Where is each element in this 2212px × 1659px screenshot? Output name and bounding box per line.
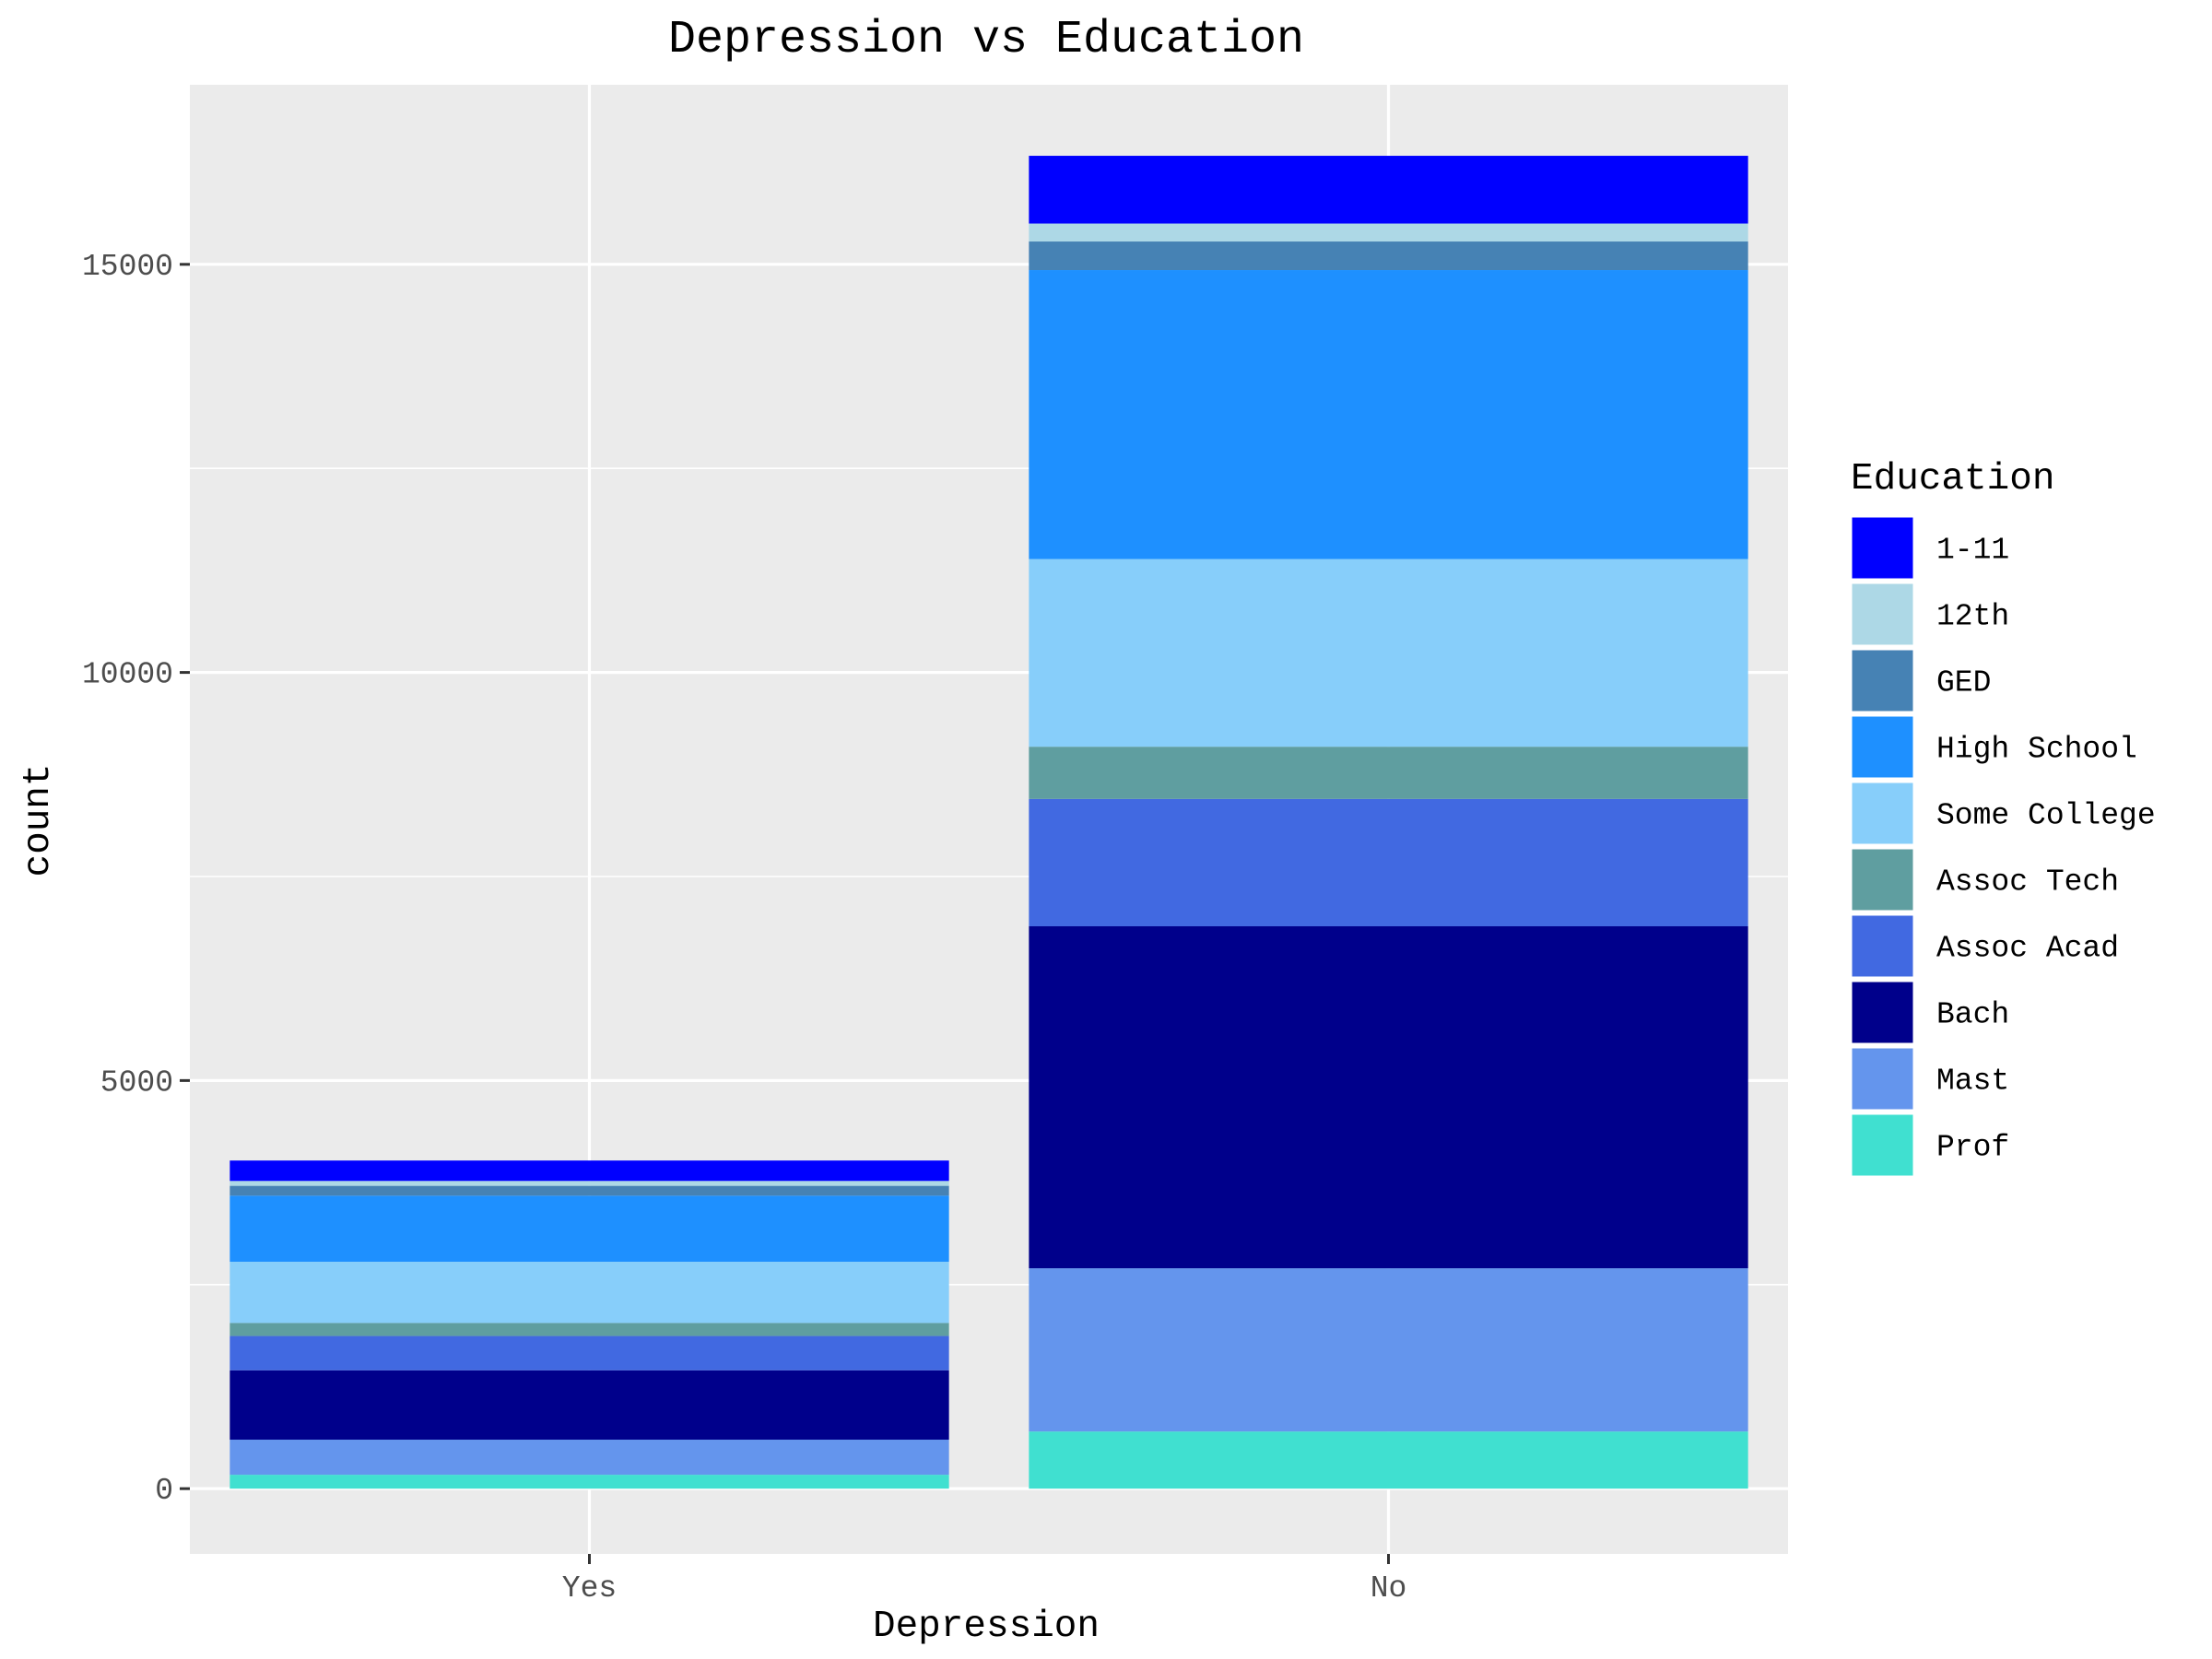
y-tick-label: 10000 [82,658,173,692]
bar-segment [229,1261,949,1324]
legend-key [1849,912,1916,980]
bar-segment [229,1185,949,1196]
bar-stacks [229,156,1748,1489]
legend-key [1849,514,1916,582]
y-axis: 0 5000 10000 15000 [82,250,190,1508]
legend-key [1849,647,1916,714]
bar-segment [1029,559,1748,747]
legend-key [1849,780,1916,847]
legend-label: Assoc Tech [1936,865,2119,900]
legend-key [1849,713,1916,781]
legend-key [1849,1045,1916,1112]
x-tick-label: No [1371,1571,1407,1606]
legend-label: Some College [1936,799,2156,833]
bar-segment [1029,798,1748,927]
legend-key [1849,979,1916,1046]
bar-segment [1029,223,1748,242]
bar-segment [229,1475,949,1489]
legend-label: Mast [1936,1065,2009,1099]
bar-segment [1029,747,1748,799]
legend-key [1849,846,1916,913]
bar-segment [229,1181,949,1186]
bar-segment [1029,1268,1748,1432]
x-tick-label: Yes [562,1571,617,1606]
legend-label: Bach [1936,998,2009,1032]
bar-segment [229,1370,949,1441]
y-tick-label: 5000 [100,1065,173,1100]
bar-segment [1029,241,1748,271]
legend-label: 1-11 [1936,534,2009,568]
bar-segment [229,1195,949,1262]
legend-key [1849,1112,1916,1179]
bar-segment [1029,926,1748,1269]
x-axis: Yes No [562,1554,1407,1606]
bar-segment [1029,156,1748,224]
legend-label: 12th [1936,600,2009,634]
y-tick-label: 15000 [82,250,173,284]
bar-segment [229,1323,949,1336]
legend-label: High School [1936,733,2137,767]
legend-title: Education [1851,458,2054,500]
legend-label: Prof [1936,1131,2009,1165]
bar-segment [229,1160,949,1182]
legend-label: Assoc Acad [1936,932,2119,966]
bar-segment [229,1440,949,1476]
y-axis-title: count [18,763,60,877]
bar-segment [1029,1431,1748,1489]
x-axis-title: Depression [873,1606,1100,1648]
chart-title: Depression vs Education [668,14,1304,66]
legend: Education 1-11 12th GED High School Some Col… [1849,458,2156,1179]
y-tick-label: 0 [155,1474,173,1508]
bar-segment [229,1335,949,1371]
legend-label: GED [1936,666,1991,700]
legend-key [1849,581,1916,648]
bar-segment [1029,270,1748,559]
